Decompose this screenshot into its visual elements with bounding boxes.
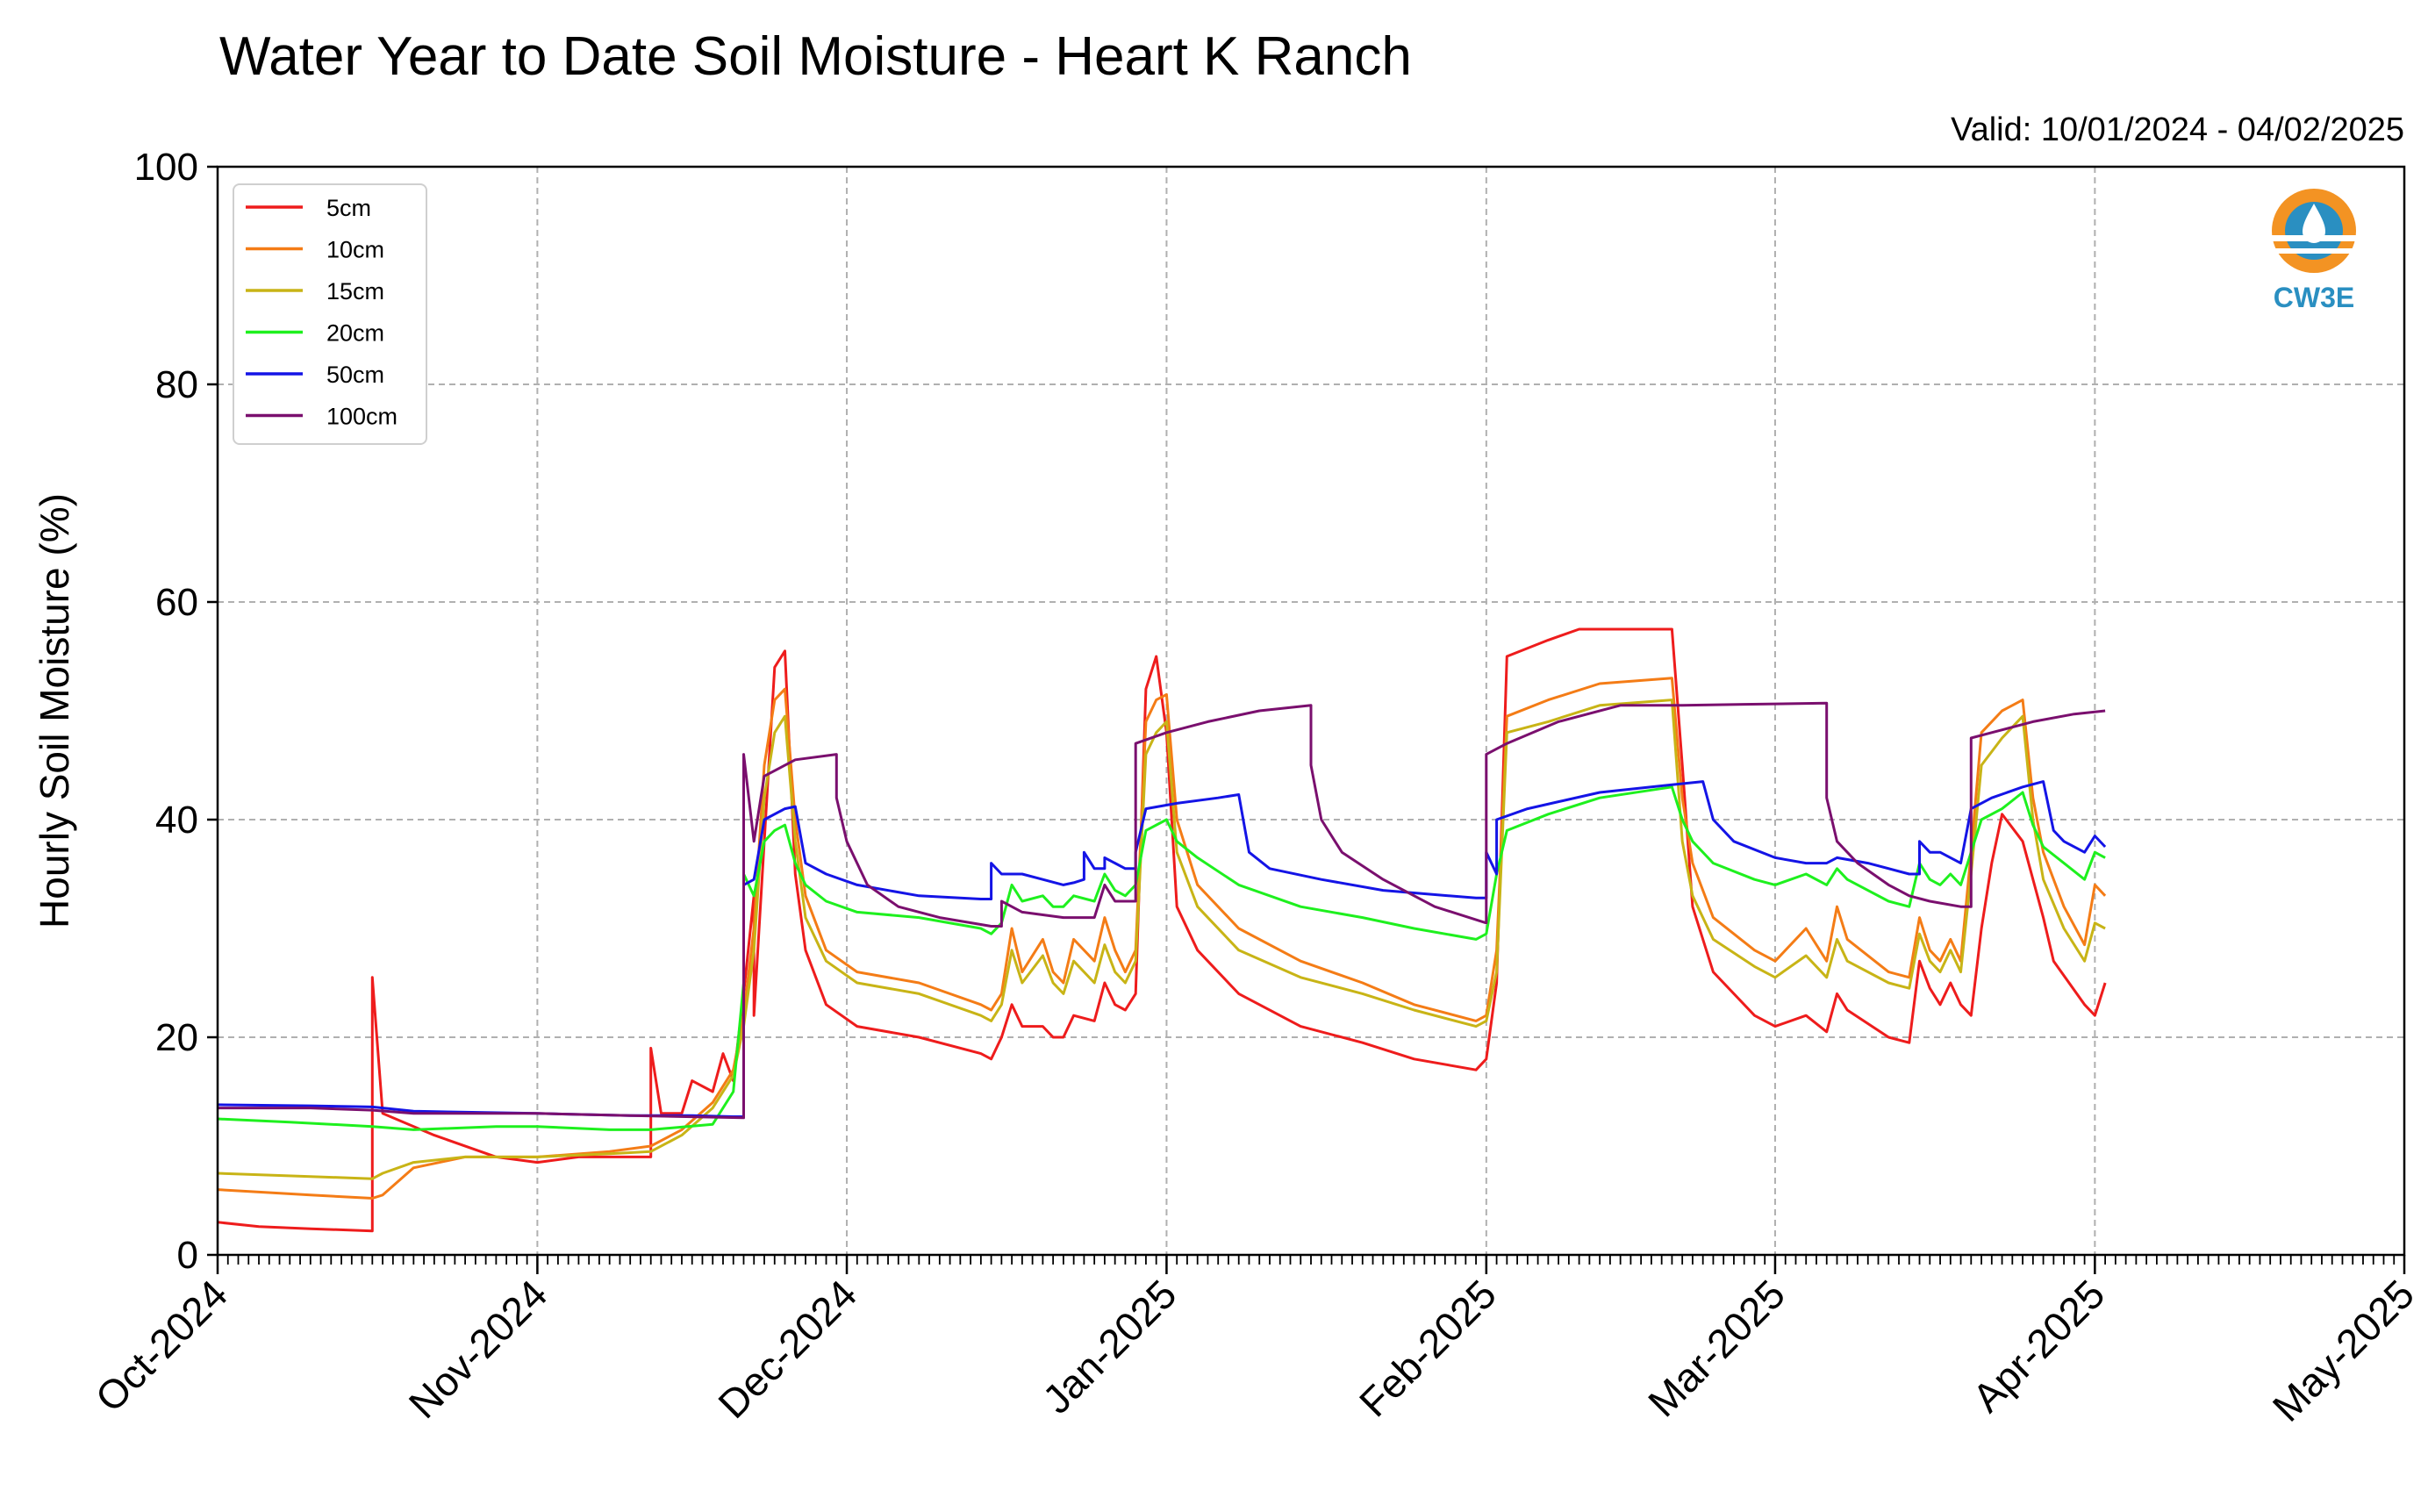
y-tick-label: 80 xyxy=(155,363,198,406)
legend-label-20cm: 20cm xyxy=(326,320,384,347)
chart-title: Water Year to Date Soil Moisture - Heart… xyxy=(219,26,1412,87)
y-tick-label: 0 xyxy=(177,1234,198,1277)
y-tick-label: 40 xyxy=(155,799,198,842)
series-line-50cm xyxy=(217,780,2107,1118)
chart-subtitle: Valid: 10/01/2024 - 04/02/2025 xyxy=(1951,111,2404,148)
series-line-20cm xyxy=(217,785,2106,1131)
y-axis-label: Hourly Soil Moisture (%) xyxy=(32,493,77,928)
logo-text: CW3E xyxy=(2274,282,2354,313)
y-tick-label: 20 xyxy=(155,1016,198,1059)
series-line-15cm xyxy=(217,699,2106,1180)
legend-label-10cm: 10cm xyxy=(326,237,384,263)
series-line-5cm xyxy=(217,627,2107,1233)
logo-drop-icon xyxy=(2303,204,2325,243)
y-tick-label: 60 xyxy=(155,581,198,624)
series-group xyxy=(217,627,2107,1233)
series-line-100cm xyxy=(218,701,2106,1120)
legend-label-50cm: 50cm xyxy=(326,362,384,388)
cw3e-logo: CW3E xyxy=(2272,189,2356,313)
legend-label-100cm: 100cm xyxy=(326,404,398,430)
legend-label-5cm: 5cm xyxy=(326,195,371,221)
series-line-10cm xyxy=(217,677,2107,1200)
legend-label-15cm: 15cm xyxy=(326,278,384,305)
legend: 5cm 10cm 15cm 20cm 50cm 100cm xyxy=(233,183,427,445)
y-tick-label: 100 xyxy=(134,146,198,189)
